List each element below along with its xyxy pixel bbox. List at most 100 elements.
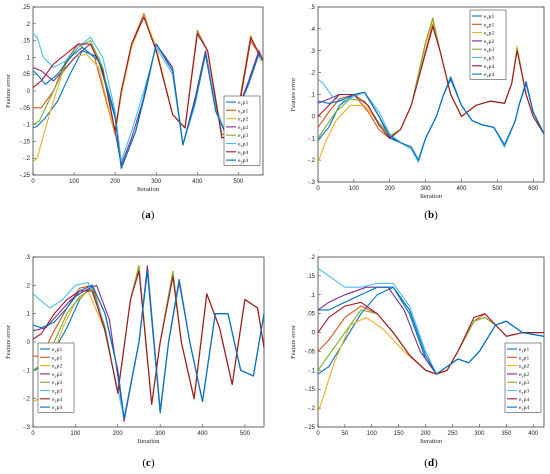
series-group	[33, 264, 264, 422]
x-tick-label: 250	[448, 431, 459, 437]
legend-entry: exp2	[52, 364, 62, 371]
y-tick-label: .15	[307, 274, 316, 280]
legend-entry: exp1	[238, 100, 248, 107]
series-group	[318, 17, 544, 163]
y-tick-label: -.15	[305, 387, 316, 393]
panel-label: (a)	[142, 209, 155, 221]
legend-entry: exp3	[484, 47, 494, 54]
legend-entry: exp2	[238, 117, 248, 124]
x-tick-label: 100	[70, 431, 81, 437]
y-tick-label: .1	[310, 93, 316, 99]
y-tick-label: 0	[312, 331, 316, 337]
x-axis-label: Iteration	[420, 438, 443, 445]
x-tick-label: 0	[316, 186, 320, 192]
legend-entry: exp1	[519, 347, 529, 354]
chart-panel-c: -.3 -.2 -.1 0 .1 .2 .3 0 100 200 300 400 500 Iteratio…	[5, 255, 265, 469]
y-tick-label: .3	[310, 49, 316, 55]
panel-label: (d)	[424, 457, 438, 469]
x-tick-label: 400	[528, 431, 539, 437]
x-tick-label: 300	[151, 179, 162, 185]
y-axis-label: Feature error	[290, 77, 297, 112]
y-tick-label: .05	[307, 312, 316, 318]
legend-entry: eyp1	[238, 108, 248, 115]
x-tick-label: 500	[492, 186, 503, 192]
legend-entry: eyp1	[484, 22, 494, 29]
y-tick-label: -.25	[20, 173, 31, 179]
x-tick-label: 300	[474, 431, 485, 437]
x-tick-label: 600	[528, 186, 539, 192]
y-tick-label: .5	[310, 5, 316, 11]
y-tick-label: .1	[310, 293, 316, 299]
series-line-e_yp4	[318, 78, 544, 161]
panel-label: (b)	[424, 209, 438, 221]
y-tick-label: -.2	[23, 156, 31, 162]
legend-entry: eyp4	[52, 405, 62, 412]
x-tick-label: 200	[421, 431, 432, 437]
x-tick-label: 150	[394, 431, 405, 437]
legend-entry: eyp4	[238, 158, 248, 165]
x-tick-label: 400	[456, 186, 467, 192]
legend-entry: eyp2	[238, 125, 248, 132]
y-tick-label: -.2	[308, 158, 316, 164]
legend-entry: exp4	[484, 64, 494, 71]
legend-entry: eyp1	[52, 355, 62, 362]
y-tick-label: -.2	[23, 397, 31, 403]
y-tick-label: .15	[22, 39, 31, 45]
y-tick-label: -.05	[305, 349, 316, 355]
x-tick-label: 300	[421, 186, 432, 192]
x-tick-label: 500	[233, 179, 244, 185]
series-line-e_yp4	[318, 286, 544, 375]
y-tick-label: -.1	[308, 368, 316, 374]
y-tick-label: .25	[22, 5, 31, 11]
chart-panel-a: -.25 -.2 -.15 -.1 -.05 0 .05 .1 .15 .2 .25 0 100 200 3…	[5, 5, 264, 221]
legend-entry: eyp3	[52, 389, 62, 396]
legend-entry: exp1	[484, 14, 494, 21]
legend-entry: eyp3	[519, 389, 529, 396]
x-tick-label: 100	[367, 431, 378, 437]
legend-entry: eyp4	[519, 405, 529, 412]
x-axis-label: Iteration	[137, 186, 160, 193]
y-tick-label: .1	[25, 55, 31, 61]
x-axis-label: Iteration	[137, 438, 160, 445]
legend-entry: eyp3	[238, 142, 248, 149]
legend-entry: eyp2	[519, 372, 529, 379]
legend-entry: exp4	[519, 397, 529, 404]
chart-panel-d: -.25 -.2 -.15 -.1 -.05 0 .05 .1 .15 .2 0 50 100 150 20…	[290, 255, 545, 469]
legend-box	[504, 342, 542, 413]
x-tick-label: 0	[316, 431, 320, 437]
y-axis-label: Feature error	[290, 324, 297, 359]
legend-entry: eyp4	[484, 72, 494, 79]
y-tick-label: .2	[310, 71, 316, 77]
legend-entry: exp4	[52, 397, 62, 404]
y-tick-label: 0	[312, 114, 316, 120]
series-group	[318, 267, 544, 413]
x-tick-label: 200	[110, 179, 121, 185]
legend-box	[223, 95, 261, 166]
y-tick-label: .2	[25, 22, 31, 28]
y-tick-label: -.15	[20, 139, 31, 145]
legend-entry: eyp2	[52, 372, 62, 379]
legend-entry: exp1	[52, 347, 62, 354]
x-tick-label: 200	[385, 186, 396, 192]
x-tick-label: 0	[31, 431, 35, 437]
y-tick-label: .3	[25, 255, 31, 261]
legend-entry: exp3	[519, 380, 529, 387]
series-line-e_yp4	[33, 270, 264, 420]
x-tick-label: 500	[240, 431, 251, 437]
y-axis-label: Feature error	[5, 324, 12, 359]
y-tick-label: -.3	[23, 425, 31, 431]
legend-entry: exp3	[238, 133, 248, 140]
y-tick-label: -.25	[305, 425, 316, 431]
x-tick-label: 300	[155, 431, 166, 437]
series-line-e_xp4	[318, 26, 544, 139]
x-tick-label: 100	[349, 186, 360, 192]
x-tick-label: 400	[198, 431, 209, 437]
legend-entry: exp4	[238, 150, 248, 157]
y-tick-label: .2	[25, 283, 31, 289]
y-tick-label: -.05	[20, 106, 31, 112]
